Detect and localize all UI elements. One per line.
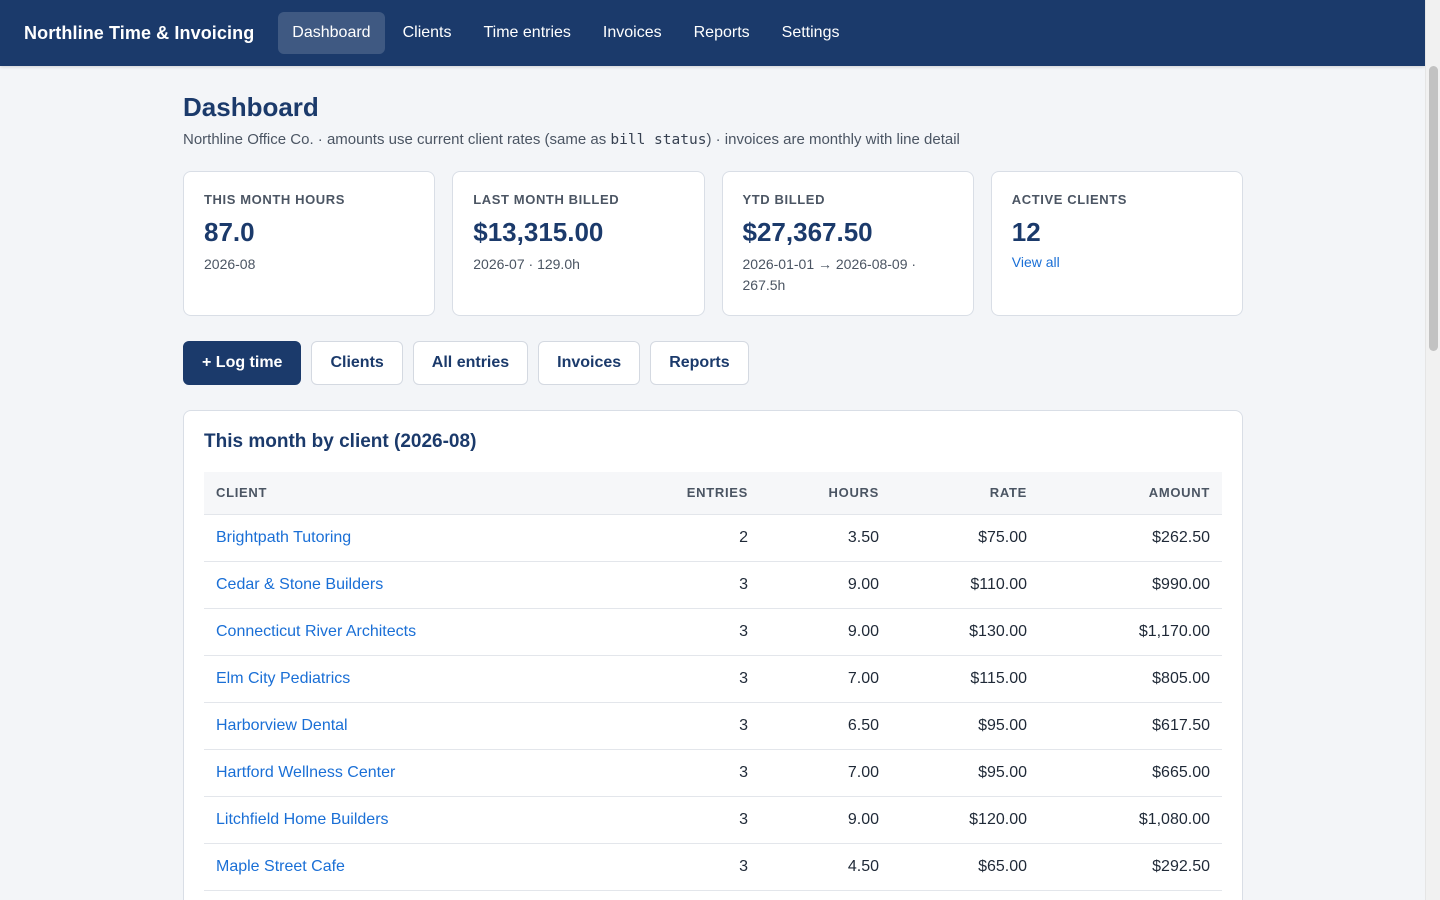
cell-entries: 3: [624, 702, 760, 750]
month-by-client-table: Client Entries Hours Rate Amount Brightp…: [204, 472, 1222, 891]
nav-reports[interactable]: Reports: [693, 24, 750, 41]
table-row: Litchfield Home Builders 3 9.00 $120.00 …: [204, 796, 1222, 844]
page-title: Dashboard: [183, 92, 319, 122]
client-link[interactable]: Elm City Pediatrics: [216, 669, 351, 687]
stat-value: $27,367.50: [742, 217, 873, 247]
stat-label: Active clients: [1011, 192, 1128, 207]
main-content: Dashboard Northline Office Co. · amounts…: [183, 66, 1243, 900]
subtitle-code: bill status: [610, 132, 707, 148]
top-navbar: Northline Time & Invoicing Dashboard Cli…: [0, 0, 1425, 66]
stat-label: Last month billed: [473, 192, 620, 207]
col-amount: Amount: [1039, 472, 1222, 515]
month-by-client-panel: This month by client (2026-08) Client En…: [183, 410, 1243, 900]
stat-sub: 2026-08: [204, 256, 256, 272]
cell-amount: $805.00: [1039, 655, 1222, 703]
cell-rate: $110.00: [891, 561, 1039, 609]
nav-dashboard[interactable]: Dashboard: [278, 12, 385, 54]
main-nav: Dashboard Clients Time entries Invoices …: [278, 12, 853, 54]
stat-card-last-month-billed: Last month billed $13,315.00 2026-07 · 1…: [452, 171, 705, 316]
stat-sub: 2026-07 · 129.0h: [473, 256, 580, 272]
cell-hours: 6.50: [760, 702, 891, 750]
table-row: Elm City Pediatrics 3 7.00 $115.00 $805.…: [204, 655, 1222, 703]
table-row: Harborview Dental 3 6.50 $95.00 $617.50: [204, 702, 1222, 750]
cell-amount: $617.50: [1039, 702, 1222, 750]
stat-value: 12: [1011, 217, 1041, 247]
stat-card-this-month-hours: This month hours 87.0 2026-08: [183, 171, 436, 316]
stat-label: This month hours: [204, 192, 346, 207]
stats-row: This month hours 87.0 2026-08 Last month…: [183, 171, 1243, 316]
all-entries-button[interactable]: All entries: [412, 341, 529, 385]
table-row: Cedar & Stone Builders 3 9.00 $110.00 $9…: [204, 561, 1222, 609]
cell-rate: $130.00: [891, 608, 1039, 656]
table-header-row: Client Entries Hours Rate Amount: [204, 472, 1222, 515]
log-time-button[interactable]: + Log time: [183, 341, 302, 385]
table-row: Maple Street Cafe 3 4.50 $65.00 $292.50: [204, 843, 1222, 891]
scrollbar-thumb[interactable]: [1429, 66, 1438, 351]
cell-rate: $75.00: [891, 514, 1039, 562]
cell-hours: 4.50: [760, 843, 891, 891]
quick-actions: + Log time Clients All entries Invoices …: [183, 341, 1243, 385]
cell-rate: $115.00: [891, 655, 1039, 703]
client-link[interactable]: Maple Street Cafe: [216, 857, 345, 875]
cell-amount: $665.00: [1039, 749, 1222, 797]
subtitle-text-pre: Northline Office Co. · amounts use curre…: [183, 131, 611, 148]
cell-rate: $120.00: [891, 796, 1039, 844]
page-subtitle: Northline Office Co. · amounts use curre…: [183, 131, 1243, 148]
cell-entries: 3: [624, 749, 760, 797]
reports-button[interactable]: Reports: [650, 341, 749, 385]
nav-settings[interactable]: Settings: [781, 24, 840, 41]
stat-card-active-clients: Active clients 12 View all: [990, 171, 1243, 316]
table-row: Hartford Wellness Center 3 7.00 $95.00 $…: [204, 749, 1222, 797]
cell-hours: 7.00: [760, 749, 891, 797]
stat-label: YTD billed: [742, 192, 826, 207]
client-link[interactable]: Cedar & Stone Builders: [216, 575, 384, 593]
client-link[interactable]: Hartford Wellness Center: [216, 763, 396, 781]
cell-entries: 2: [624, 514, 760, 562]
cell-rate: $95.00: [891, 749, 1039, 797]
cell-hours: 9.00: [760, 608, 891, 656]
col-hours: Hours: [760, 472, 891, 515]
cell-rate: $95.00: [891, 702, 1039, 750]
stat-sub: 2026-01-01 → 2026-08-09 · 267.5h: [742, 256, 917, 293]
cell-entries: 3: [624, 796, 760, 844]
page-scrollbar[interactable]: [1425, 0, 1440, 900]
cell-entries: 3: [624, 561, 760, 609]
cell-hours: 7.00: [760, 655, 891, 703]
cell-rate: $65.00: [891, 843, 1039, 891]
app-brand[interactable]: Northline Time & Invoicing: [24, 22, 255, 43]
invoices-button[interactable]: Invoices: [538, 341, 641, 385]
cell-entries: 3: [624, 843, 760, 891]
cell-hours: 9.00: [760, 561, 891, 609]
clients-button[interactable]: Clients: [311, 341, 403, 385]
cell-amount: $1,080.00: [1039, 796, 1222, 844]
client-link[interactable]: Harborview Dental: [216, 716, 348, 734]
client-link[interactable]: Brightpath Tutoring: [216, 528, 352, 546]
col-rate: Rate: [891, 472, 1039, 515]
cell-hours: 9.00: [760, 796, 891, 844]
nav-time-entries[interactable]: Time entries: [483, 24, 571, 41]
cell-entries: 3: [624, 655, 760, 703]
client-link[interactable]: Litchfield Home Builders: [216, 810, 389, 828]
cell-hours: 3.50: [760, 514, 891, 562]
cell-amount: $1,170.00: [1039, 608, 1222, 656]
subtitle-text-post: ) · invoices are monthly with line detai…: [706, 131, 960, 148]
client-link[interactable]: Connecticut River Architects: [216, 622, 417, 640]
col-entries: Entries: [624, 472, 760, 515]
view-all-clients-link[interactable]: View all: [1011, 254, 1060, 270]
stat-value: $13,315.00: [473, 217, 604, 247]
nav-clients[interactable]: Clients: [402, 24, 452, 41]
panel-title: This month by client (2026-08): [204, 431, 477, 452]
table-body: Brightpath Tutoring 2 3.50 $75.00 $262.5…: [204, 514, 1222, 891]
stat-card-ytd-billed: YTD billed $27,367.50 2026-01-01 → 2026-…: [721, 171, 974, 316]
table-row: Brightpath Tutoring 2 3.50 $75.00 $262.5…: [204, 514, 1222, 562]
cell-amount: $990.00: [1039, 561, 1222, 609]
col-client: Client: [204, 472, 624, 515]
cell-amount: $292.50: [1039, 843, 1222, 891]
cell-amount: $262.50: [1039, 514, 1222, 562]
nav-invoices[interactable]: Invoices: [602, 24, 662, 41]
table-row: Connecticut River Architects 3 9.00 $130…: [204, 608, 1222, 656]
cell-entries: 3: [624, 608, 760, 656]
stat-value: 87.0: [204, 217, 255, 247]
